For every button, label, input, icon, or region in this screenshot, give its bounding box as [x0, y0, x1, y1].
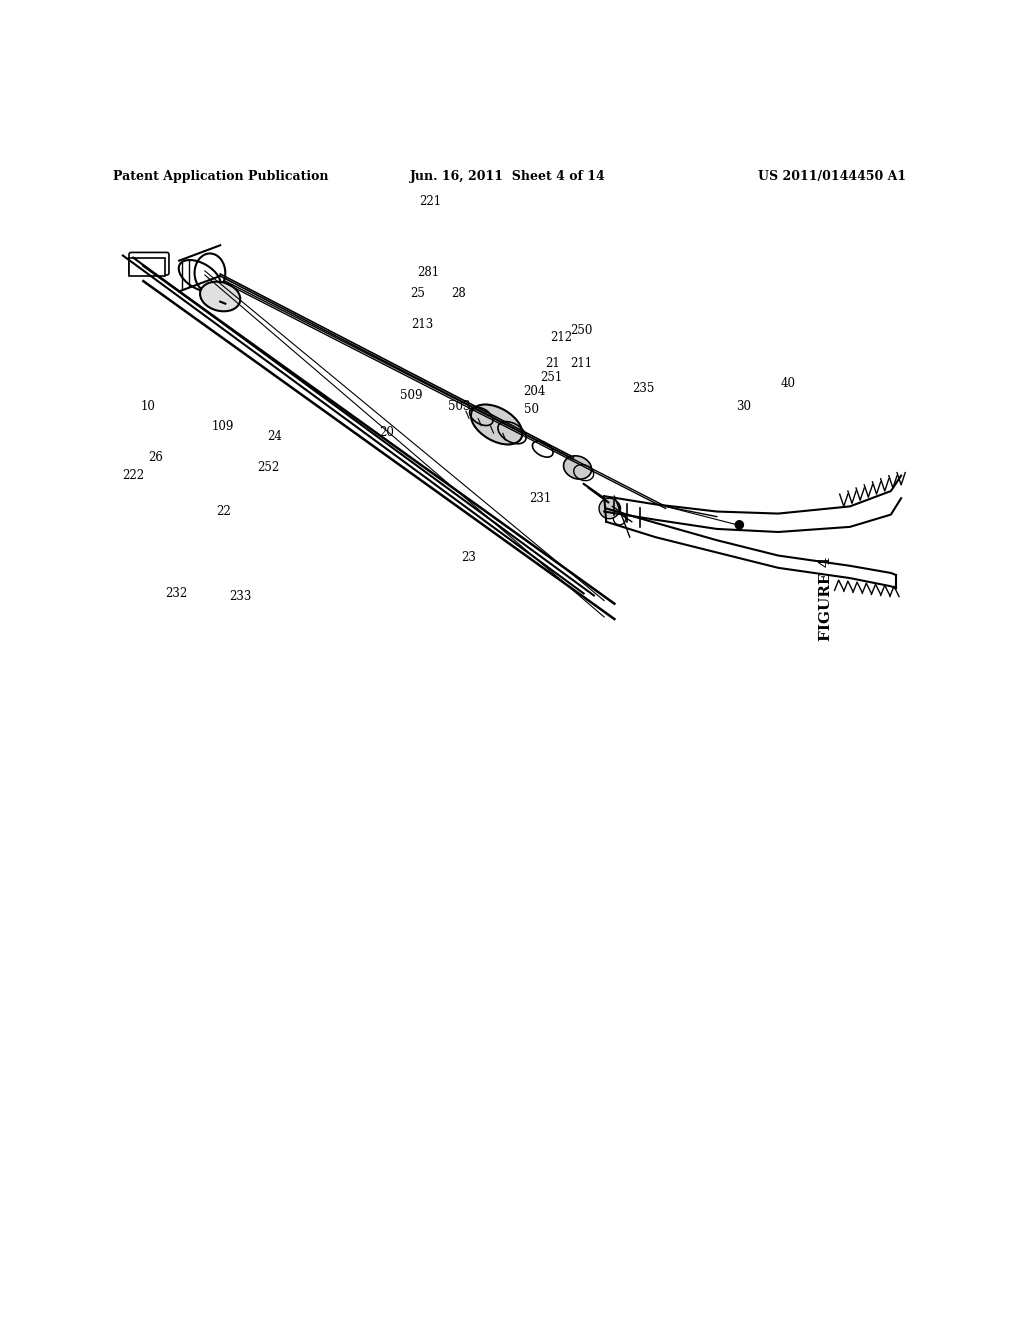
Text: 23: 23 [462, 552, 476, 564]
Text: 26: 26 [148, 450, 163, 463]
Text: 250: 250 [570, 323, 593, 337]
Ellipse shape [471, 404, 522, 445]
Text: 221: 221 [419, 195, 441, 207]
Text: 25: 25 [411, 286, 425, 300]
Text: 109: 109 [212, 420, 234, 433]
FancyBboxPatch shape [129, 257, 165, 276]
Circle shape [599, 498, 620, 519]
Text: 10: 10 [141, 400, 156, 413]
Text: Jun. 16, 2011  Sheet 4 of 14: Jun. 16, 2011 Sheet 4 of 14 [410, 170, 605, 183]
Text: 222: 222 [122, 469, 144, 482]
Text: 28: 28 [452, 286, 466, 300]
Text: 212: 212 [550, 331, 572, 345]
Text: 20: 20 [380, 426, 394, 440]
Text: 509: 509 [400, 389, 423, 403]
Text: 22: 22 [216, 506, 230, 517]
Text: FIGURE 4: FIGURE 4 [819, 556, 834, 640]
Text: 233: 233 [229, 590, 252, 603]
Text: 211: 211 [570, 356, 593, 370]
Text: 204: 204 [523, 385, 546, 399]
Text: 232: 232 [165, 587, 187, 599]
Text: 281: 281 [417, 267, 439, 280]
Ellipse shape [200, 281, 241, 312]
Text: 40: 40 [781, 378, 796, 389]
Text: 213: 213 [411, 318, 433, 330]
Text: 21: 21 [546, 356, 560, 370]
Text: 50: 50 [524, 403, 539, 416]
Circle shape [735, 520, 743, 529]
Text: US 2011/0144450 A1: US 2011/0144450 A1 [758, 170, 906, 183]
Text: 30: 30 [736, 400, 751, 413]
Text: 503: 503 [447, 400, 470, 413]
Text: 251: 251 [540, 371, 562, 384]
Text: Patent Application Publication: Patent Application Publication [113, 170, 328, 183]
Ellipse shape [563, 455, 592, 479]
Text: 24: 24 [267, 430, 282, 444]
FancyBboxPatch shape [129, 252, 169, 275]
Text: 252: 252 [257, 461, 280, 474]
Text: 235: 235 [632, 383, 654, 395]
Text: 231: 231 [529, 492, 552, 504]
